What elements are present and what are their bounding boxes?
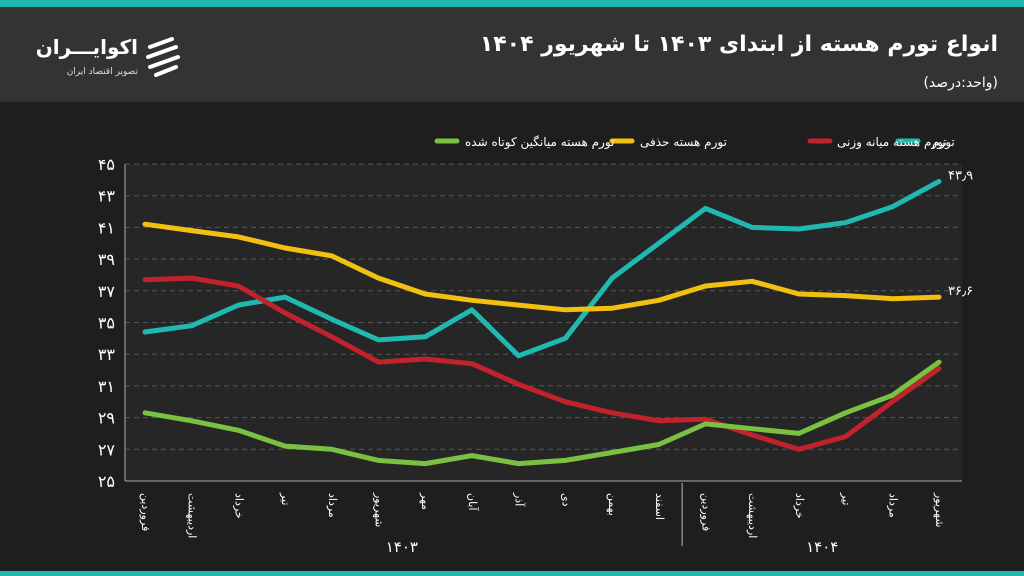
legend-label: تورم هسته حذفی [640, 135, 727, 150]
unit-label: (واحد:درصد) [923, 75, 998, 91]
chart-title: انواع تورم هسته از ابتدای ۱۴۰۳ تا شهریور… [479, 32, 998, 57]
y-tick-label: ۲۷ [98, 440, 116, 459]
x-tick-label: شهریور [373, 492, 386, 527]
x-tick-label: مهر [419, 492, 432, 510]
series-line [142, 221, 942, 313]
x-tick-label: اردیبهشت [186, 493, 199, 538]
x-tick-label: شهریور [933, 492, 946, 527]
year-label: ۱۴۰۳ [386, 538, 418, 556]
y-tick-label: ۴۵ [98, 155, 115, 174]
x-tick-label: تیر [840, 492, 853, 505]
x-tick-label: اردیبهشت [746, 493, 759, 538]
y-tick-label: ۲۵ [98, 472, 115, 491]
x-tick-label: دی [559, 493, 572, 507]
x-tick-label: آبان [466, 493, 480, 511]
x-tick-label: مرداد [326, 493, 339, 518]
line-chart: ۲۵ ۲۷ ۲۹ ۳۱ ۳۳ ۳۵ ۳۷ ۳۹ ۴۱ ۴۳ ۴۵ فروردین اردیبهشت خرد… [0, 102, 1024, 571]
y-tick-label: ۳۹ [98, 250, 115, 269]
series-line [142, 275, 942, 452]
y-tick-label: ۲۹ [98, 409, 115, 428]
x-tick-label: مرداد [886, 493, 899, 518]
brand-tagline: تصویر اقتصاد ایران [66, 67, 138, 77]
brand-logo-icon [146, 37, 180, 77]
brand: اکوایـــران تصویر اقتصاد ایران [35, 35, 188, 83]
y-tick-label: ۴۱ [98, 218, 115, 237]
y-tick-label: ۳۱ [98, 377, 115, 396]
bottom-accent-bar [0, 571, 1024, 576]
legend-label: تورم هسته میانگین کوتاه شده [465, 135, 614, 150]
y-tick-label: ۳۳ [98, 345, 116, 364]
legend-label: تورم هسته میانه وزنی [837, 135, 947, 150]
x-tick-label: فروردین [699, 493, 712, 531]
legend-label: تورم [932, 135, 955, 150]
top-accent-bar [0, 0, 1024, 7]
series-line [142, 178, 942, 359]
x-tick-label: تیر [279, 492, 292, 505]
header: انواع تورم هسته از ابتدای ۱۴۰۳ تا شهریور… [0, 7, 1024, 102]
brand-name: اکوایـــران [35, 35, 138, 59]
x-tick-label: خرداد [232, 493, 245, 519]
series-line [142, 359, 942, 467]
series-end-label: ۴۳٫۹ [948, 168, 973, 183]
x-tick-label: فروردین [139, 493, 152, 531]
plot-area: ۲۵ ۲۷ ۲۹ ۳۱ ۳۳ ۳۵ ۳۷ ۳۹ ۴۱ ۴۳ ۴۵ فروردین اردیبهشت خرد… [98, 155, 973, 556]
y-tick-label: ۳۷ [98, 282, 116, 301]
series-end-label: ۳۶٫۶ [948, 284, 973, 299]
y-tick-label: ۴۳ [98, 187, 116, 206]
y-tick-label: ۳۵ [98, 314, 115, 333]
year-label: ۱۴۰۴ [806, 538, 838, 556]
x-tick-label: خرداد [793, 493, 806, 519]
x-tick-label: اسفند [653, 493, 666, 520]
x-tick-label: آذر [513, 492, 527, 507]
x-tick-label: بهمن [606, 493, 619, 516]
